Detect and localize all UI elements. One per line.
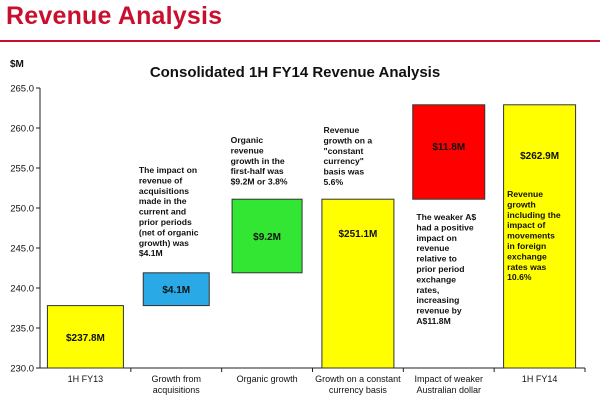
annotation-text: The impact on	[139, 165, 197, 175]
annotation-text: 10.6%	[507, 272, 532, 282]
annotation-text: revenue of	[139, 175, 183, 185]
annotation-text: acquisitions	[139, 186, 189, 196]
annotation-text: impact of	[507, 220, 545, 230]
annotation-text: (net of organic	[139, 227, 199, 237]
bar	[142, 272, 210, 307]
chart-title: Consolidated 1H FY14 Revenue Analysis	[149, 64, 441, 81]
annotation-text: movements	[507, 231, 555, 241]
annotation-text: prior periods	[139, 217, 192, 227]
y-tick-label: 235.0	[10, 324, 34, 335]
annotation-text: currency"	[324, 156, 364, 166]
annotation-text: growth in the	[231, 156, 285, 166]
annotation-text: growth) was	[139, 238, 189, 248]
annotation-text: rates was	[507, 262, 546, 272]
annotation-text: impact on	[416, 233, 457, 243]
bar-value-label: $11.8M	[432, 142, 465, 153]
x-tick-label: 1H FY14	[522, 374, 558, 384]
x-tick-label: Growth from	[151, 374, 201, 384]
bar-value-label: $237.8M	[66, 333, 105, 344]
y-tick-label: 230.0	[10, 364, 34, 375]
annotation-text: $9.2M or 3.8%	[231, 177, 288, 187]
annotation-text: in foreign	[507, 241, 546, 251]
y-axis-unit-label: $M	[10, 59, 24, 70]
y-tick-label: 250.0	[10, 204, 34, 215]
annotation-text: including the	[507, 210, 561, 220]
annotation-text: had a positive	[416, 222, 474, 232]
annotation-text: relative to	[416, 254, 457, 264]
y-tick-label: 245.0	[10, 244, 34, 255]
x-tick-label: Growth on a constant	[315, 374, 401, 384]
bar-value-label: $4.1M	[162, 285, 190, 296]
annotation-text: revenue	[416, 243, 449, 253]
annotation-text: revenue	[231, 145, 264, 155]
title-divider	[0, 40, 600, 42]
annotation-text: first-half was	[231, 166, 284, 176]
bar	[231, 198, 303, 274]
annotation-text: made in the	[139, 196, 187, 206]
bar	[412, 104, 486, 200]
annotation-text: exchange	[507, 251, 547, 261]
annotation-text: basis was	[324, 167, 365, 177]
bar	[503, 104, 577, 369]
annotation-text: growth	[507, 199, 536, 209]
x-tick-label: Australian dollar	[416, 385, 481, 395]
y-tick-label: 240.0	[10, 284, 34, 295]
page-title: Revenue Analysis	[6, 2, 223, 30]
annotation-text: Organic	[231, 135, 264, 145]
bar-value-label: $9.2M	[253, 232, 281, 243]
annotation-text: prior period	[416, 264, 464, 274]
annotation-text: current and	[139, 207, 186, 217]
annotation-text: growth on a	[324, 135, 373, 145]
annotation-text: increasing	[416, 295, 459, 305]
y-tick-label: 255.0	[10, 164, 34, 175]
y-tick-label: 265.0	[10, 84, 34, 95]
x-tick-label: acquisitions	[153, 385, 201, 395]
annotation-text: A$11.8M	[416, 316, 450, 326]
annotation-text: "constant	[324, 146, 364, 156]
x-tick-label: 1H FY13	[68, 374, 104, 384]
y-tick-label: 260.0	[10, 124, 34, 135]
annotation-text: 5.6%	[324, 177, 344, 187]
x-tick-label: currency basis	[329, 385, 388, 395]
bar	[46, 305, 124, 369]
annotation-text: $4.1M	[139, 248, 163, 258]
bar	[321, 198, 395, 369]
bar-value-label: $262.9M	[520, 151, 559, 162]
annotation-text: Revenue	[324, 125, 360, 135]
annotation-text: Revenue	[507, 189, 543, 199]
x-tick-label: Organic growth	[237, 374, 298, 384]
annotation-text: rates,	[416, 285, 439, 295]
x-tick-label: Impact of weaker	[414, 374, 483, 384]
annotation-text: exchange	[416, 274, 456, 284]
annotation-text: revenue by	[416, 306, 462, 316]
annotation-text: The weaker A$	[416, 212, 476, 222]
bar-value-label: $251.1M	[338, 229, 377, 240]
